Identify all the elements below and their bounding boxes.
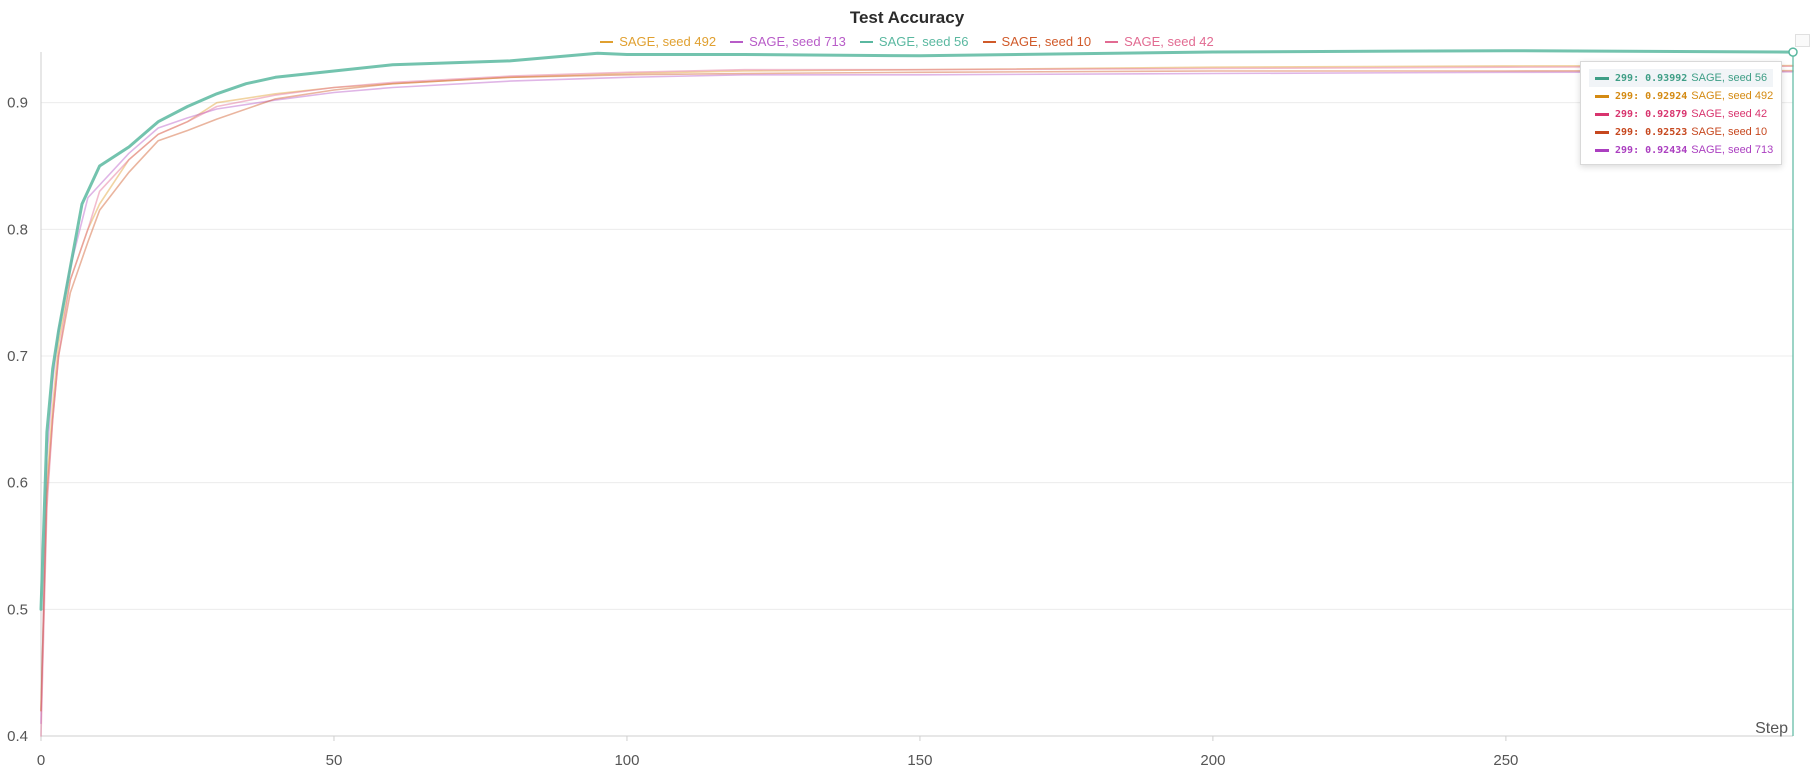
tooltip-row: 299: 0.92924 SAGE, seed 492 [1581,87,1781,105]
legend-label-seed-492: SAGE, seed 492 [619,34,717,49]
tooltip-swatch [1595,130,1609,134]
y-tick-label: 0.6 [7,475,28,492]
x-tick-label: 0 [37,752,45,769]
series-line-seed-10 [40,69,1794,712]
x-tick-label: 250 [1493,752,1518,769]
y-tick-label: 0.8 [7,221,28,238]
series-line-seed-713 [40,71,1794,725]
legend-item-seed-10[interactable]: SAGE, seed 10 [982,34,1092,49]
tooltip-series-name: SAGE, seed 713 [1691,144,1774,156]
tooltip-value: 299: 0.92924 [1615,90,1688,102]
legend-label-seed-42: SAGE, seed 42 [1124,34,1214,49]
tooltip-row: 299: 0.93992 SAGE, seed 56 [1589,69,1773,87]
tooltip-series-name: SAGE, seed 42 [1691,108,1768,120]
tooltip-swatch [1595,94,1609,98]
legend-swatch-seed-42 [1105,40,1119,43]
tooltip-row: 299: 0.92523 SAGE, seed 10 [1581,123,1781,141]
x-tick-label: 200 [1200,752,1225,769]
tooltip-value: 299: 0.92434 [1615,144,1688,156]
x-tick-label: 150 [907,752,932,769]
legend-label-seed-10: SAGE, seed 10 [1001,34,1092,49]
legend-item-seed-42[interactable]: SAGE, seed 42 [1105,34,1214,49]
legend-label-seed-713: SAGE, seed 713 [749,34,846,49]
axis-layer: 0.4 0.5 0.6 0.7 0.8 0.9 0 50 100 150 200 250 Step [7,52,1793,769]
chart-title: Test Accuracy [849,8,965,27]
legend-item-seed-492[interactable]: SAGE, seed 492 [600,34,716,49]
series-line-seed-42 [40,65,1794,737]
series-line-seed-492 [40,64,1794,712]
cursor-layer [1788,47,1798,736]
tooltip-row: 299: 0.92434 SAGE, seed 713 [1581,141,1781,159]
tooltip-value: 299: 0.92523 [1615,126,1688,138]
legend-swatch-seed-713 [730,40,744,43]
hover-point-marker [1788,47,1798,57]
chart-menu-box[interactable] [1795,34,1810,47]
legend-item-seed-713[interactable]: SAGE, seed 713 [730,34,846,49]
y-tick-label: 0.9 [7,95,28,112]
x-axis-label: Step [1755,720,1788,737]
legend-swatch-seed-56 [859,40,873,43]
tooltip-swatch [1595,148,1609,152]
x-tick-label: 100 [614,752,639,769]
series-layer [39,49,1795,737]
legend-swatch-seed-10 [982,40,996,43]
legend-item-seed-56[interactable]: SAGE, seed 56 [859,34,969,49]
hover-tooltip: 299: 0.93992 SAGE, seed 56 299: 0.92924 … [1580,61,1782,165]
y-tick-label: 0.5 [7,601,28,618]
tooltip-swatch [1595,76,1609,80]
x-tick-label: 50 [326,752,343,769]
legend-label-seed-56: SAGE, seed 56 [878,34,969,49]
tooltip-series-name: SAGE, seed 10 [1691,126,1768,138]
tooltip-row: 299: 0.92879 SAGE, seed 42 [1581,105,1781,123]
tooltip-series-name: SAGE, seed 56 [1691,72,1768,84]
y-tick-label: 0.7 [7,348,28,365]
series-line-seed-56 [39,49,1795,611]
tooltip-value: 299: 0.92879 [1615,108,1688,120]
legend-swatch-seed-492 [600,40,614,43]
chart-legend: SAGE, seed 492 SAGE, seed 713 SAGE, seed… [0,34,1814,49]
grid-layer [41,102,1793,737]
tooltip-swatch [1595,112,1609,116]
tooltip-value: 299: 0.93992 [1615,72,1688,84]
tooltip-series-name: SAGE, seed 492 [1691,90,1774,102]
y-tick-label: 0.4 [7,728,28,745]
